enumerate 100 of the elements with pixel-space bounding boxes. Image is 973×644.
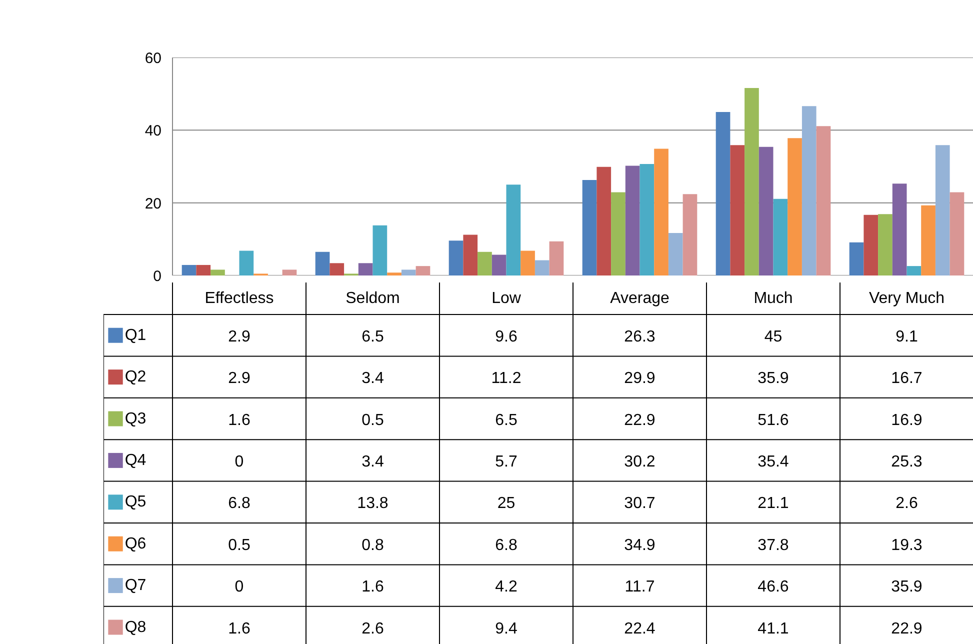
x-tick-label: Effectless	[204, 290, 274, 307]
data-label: 45	[764, 328, 782, 346]
data-label: 37.8	[758, 536, 789, 554]
data-label: 0.8	[362, 536, 384, 554]
data-label: 2.6	[896, 495, 918, 512]
data-label: 25.3	[891, 453, 922, 470]
bar	[906, 266, 922, 276]
bar	[788, 138, 802, 276]
legend-label: Q7	[124, 577, 146, 594]
data-label: 2.6	[362, 620, 384, 638]
data-label: 6.5	[495, 412, 518, 429]
data-label: 22.4	[624, 620, 656, 638]
data-label: 2.9	[228, 328, 250, 346]
legend-label: Q4	[124, 452, 146, 469]
data-label: 1.6	[228, 412, 250, 429]
y-tick-label: 40	[144, 122, 162, 140]
bar	[892, 184, 907, 276]
bar	[816, 126, 831, 276]
bar	[387, 272, 402, 276]
data-label: 46.6	[758, 578, 789, 596]
x-tick-label: Low	[492, 290, 522, 307]
data-label: 35.9	[891, 578, 922, 596]
data-label: 6.5	[362, 328, 384, 346]
data-label: 0.5	[228, 536, 250, 554]
bar	[401, 270, 416, 276]
legend-label: Q6	[124, 535, 146, 552]
data-label: 34.9	[624, 536, 656, 554]
data-label: 30.2	[624, 453, 656, 470]
y-tick-label: 60	[144, 50, 162, 67]
bar	[534, 260, 550, 276]
data-label: 5.7	[495, 453, 518, 470]
bar	[773, 198, 788, 276]
data-label: 35.9	[758, 370, 789, 388]
bar	[730, 145, 745, 276]
data-label: 0.5	[362, 412, 384, 429]
x-tick-label: Seldom	[346, 290, 400, 307]
legend-label: Q5	[124, 494, 146, 511]
bar	[950, 192, 964, 276]
data-label: 6.8	[228, 495, 250, 512]
bar	[358, 263, 373, 276]
bar	[864, 214, 878, 276]
bar	[282, 270, 297, 276]
bar	[210, 270, 225, 276]
bar	[448, 240, 464, 276]
legend-label: Q1	[124, 326, 146, 344]
bar	[196, 264, 211, 276]
x-tick-label: Much	[754, 290, 793, 307]
data-label: 13.8	[357, 495, 388, 512]
bar	[492, 254, 506, 276]
y-tick-label: 20	[144, 195, 162, 212]
data-label: 4.2	[495, 578, 518, 596]
bar	[478, 252, 492, 276]
bar	[315, 252, 330, 276]
x-tick-label: Average	[610, 290, 670, 307]
data-label: 41.1	[758, 620, 789, 638]
data-label: 25	[497, 495, 516, 512]
data-label: 29.9	[624, 370, 656, 388]
data-label: 0	[234, 453, 244, 470]
data-label: 3.4	[362, 453, 384, 470]
data-label: 30.7	[624, 495, 656, 512]
bar	[935, 145, 950, 276]
bar	[640, 164, 654, 276]
bar	[549, 241, 564, 276]
data-label: 16.7	[891, 370, 922, 388]
data-label: 22.9	[624, 412, 656, 429]
data-label: 9.1	[896, 328, 918, 346]
data-label: 21.1	[758, 495, 789, 512]
bar	[921, 205, 936, 276]
data-label: 2.9	[228, 370, 250, 388]
data-label: 51.6	[758, 412, 789, 429]
bar	[582, 180, 597, 276]
bar	[416, 266, 430, 276]
data-label: 0	[234, 578, 244, 596]
data-label: 6.8	[495, 536, 518, 554]
bar	[239, 250, 254, 276]
bar	[372, 225, 388, 276]
y-tick-label: 0	[153, 268, 162, 285]
data-label: 19.3	[891, 536, 922, 554]
bar	[596, 166, 612, 276]
bar	[506, 184, 521, 276]
legend-label: Q3	[124, 410, 146, 428]
bar	[682, 194, 698, 276]
data-label: 22.9	[891, 620, 922, 638]
bar	[878, 214, 892, 276]
bar	[758, 146, 774, 276]
data-label: 3.4	[362, 370, 384, 388]
data-label: 11.7	[624, 578, 655, 596]
bar	[625, 166, 640, 276]
bar	[182, 264, 196, 276]
bar	[654, 148, 668, 276]
x-tick-label: Very Much	[868, 290, 945, 307]
bar	[744, 88, 759, 276]
data-label: 11.2	[491, 370, 522, 388]
legend-label: Q8	[124, 618, 146, 636]
data-label: 1.6	[362, 578, 384, 596]
data-label: 9.6	[495, 328, 518, 346]
bar	[668, 232, 683, 276]
bar	[520, 250, 535, 276]
bar	[716, 112, 730, 276]
data-label: 16.9	[891, 412, 922, 429]
